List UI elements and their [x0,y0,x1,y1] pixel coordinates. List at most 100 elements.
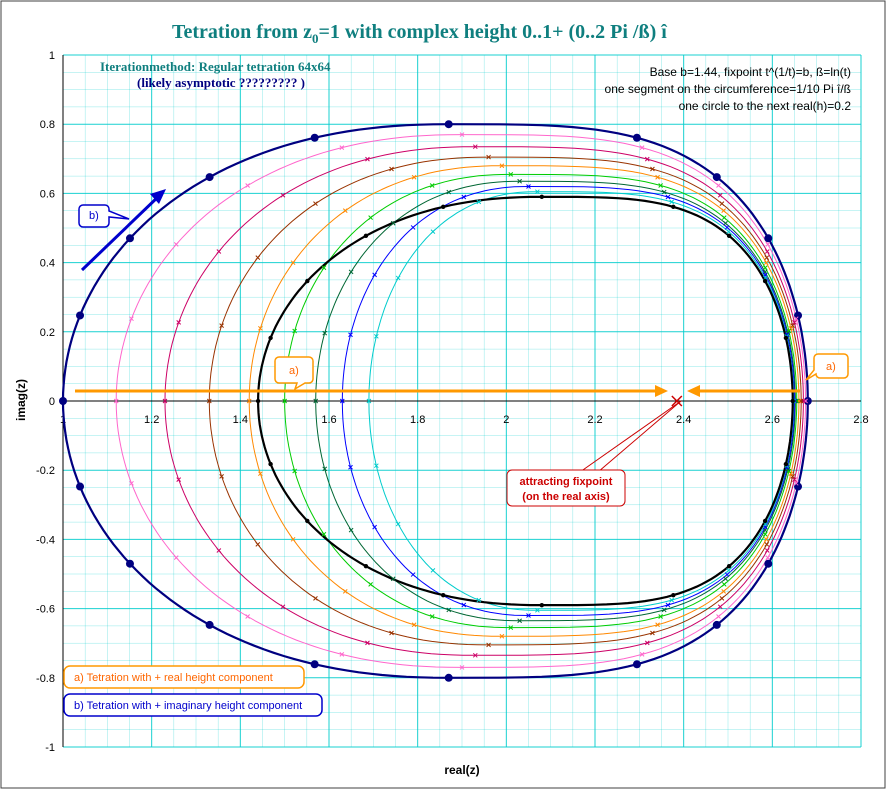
arrow-a-left [75,385,668,397]
x-tick-label: 1.6 [321,414,336,426]
fixpoint-callout: attracting fixpoint (on the real axis) [506,400,682,507]
series-marker [790,398,795,404]
series-marker [762,278,768,284]
series-marker [723,576,728,582]
x-tick-labels: 1 1.2 1.4 1.6 1.8 2 2.2 2.4 2.6 2.8 [60,414,869,426]
series-marker [290,536,296,542]
series-marker [125,234,134,243]
series-marker [348,269,354,275]
series-marker [661,189,667,195]
series-marker [526,613,531,618]
callout-a-center: a) [274,356,314,391]
y-tick-label: 0.6 [40,188,55,200]
series-marker [650,166,655,172]
series-marker [368,215,373,221]
series-marker [389,166,394,172]
series-marker [206,398,212,404]
series-marker [305,518,310,524]
series-marker [724,572,730,577]
series-marker [539,194,544,200]
series-marker [411,622,417,628]
series-marker [429,614,435,619]
series-marker [476,597,482,603]
series-marker [764,234,773,243]
series-marker [429,183,435,188]
series-marker [176,320,182,325]
x-tick-label: 2.2 [587,414,602,426]
series-marker [726,567,732,573]
series-marker [113,398,119,404]
series-marker [639,652,645,657]
series-marker [322,330,328,336]
series-marker [792,320,797,325]
series-marker [762,265,768,271]
series-marker [268,461,273,467]
series-marker [313,201,318,207]
svg-text:b) Tetration with + imaginary: b) Tetration with + imaginary height com… [74,700,302,712]
series-marker [763,536,769,542]
series-marker [765,242,771,247]
series-marker [508,625,514,630]
series-marker [790,323,795,328]
series-marker [390,576,396,582]
series-marker [764,542,770,547]
series-marker [671,592,676,598]
series-marker [305,278,310,284]
series-marker [162,398,168,404]
chart-title: Tetration from z0=1 with complex height … [172,21,667,46]
series-marker [129,480,134,486]
series-marker [258,325,263,331]
info-line-2: one segment on the circumference=1/10 Pi… [605,82,851,96]
x-tick-label: 2.4 [676,414,691,426]
arrow-b [80,189,166,272]
series-marker [764,255,770,260]
series-marker [292,468,298,474]
info-line-1: Base b=1.44, fixpoint t^(1/t)=b, ß=ln(t) [650,65,851,79]
arrow-a-right [687,385,800,397]
series-marker [348,332,353,338]
series-marker [639,145,645,150]
y-tick-label: 0 [49,396,55,408]
series-marker [658,614,664,619]
svg-text:attracting fixpoint: attracting fixpoint [520,476,613,488]
series-marker [219,323,224,328]
series-marker [292,328,298,334]
series-marker [444,673,453,682]
series-marker [671,204,676,210]
series-marker [526,184,531,189]
series-marker [717,604,723,610]
series-marker [476,199,482,205]
series-marker [395,521,401,527]
x-tick-label: 2 [503,414,509,426]
series-marker [461,194,467,200]
series-marker [765,555,771,560]
series-marker [721,581,727,587]
series-marker [726,563,732,569]
series-marker [499,633,505,639]
series-marker [245,614,251,619]
y-tick-label: -0.8 [36,673,55,685]
method-line-1: Iterationmethod: Regular tetration 64x64 [100,59,331,74]
series-marker [788,325,794,331]
series-marker [794,482,803,491]
series-marker [783,461,789,467]
svg-text:a) Tetration with + real heigh: a) Tetration with + real height componen… [74,672,273,684]
svg-text:b): b) [89,210,99,222]
svg-text:a): a) [289,365,299,377]
series-marker [712,620,721,629]
series-marker [486,642,491,648]
series-marker [411,174,417,180]
series-marker [373,333,379,339]
series-marker [339,145,345,150]
x-axis-label: real(z) [444,763,479,777]
series-marker [461,602,467,608]
series-marker [719,595,725,601]
series-marker [762,531,768,537]
callout-a-right: a) [805,353,849,381]
series-marker [76,311,85,320]
y-tick-label: 0.8 [40,119,55,131]
series-marker [373,463,379,469]
series-marker [644,156,650,162]
series-marker [764,559,773,568]
series-marker [205,620,214,629]
